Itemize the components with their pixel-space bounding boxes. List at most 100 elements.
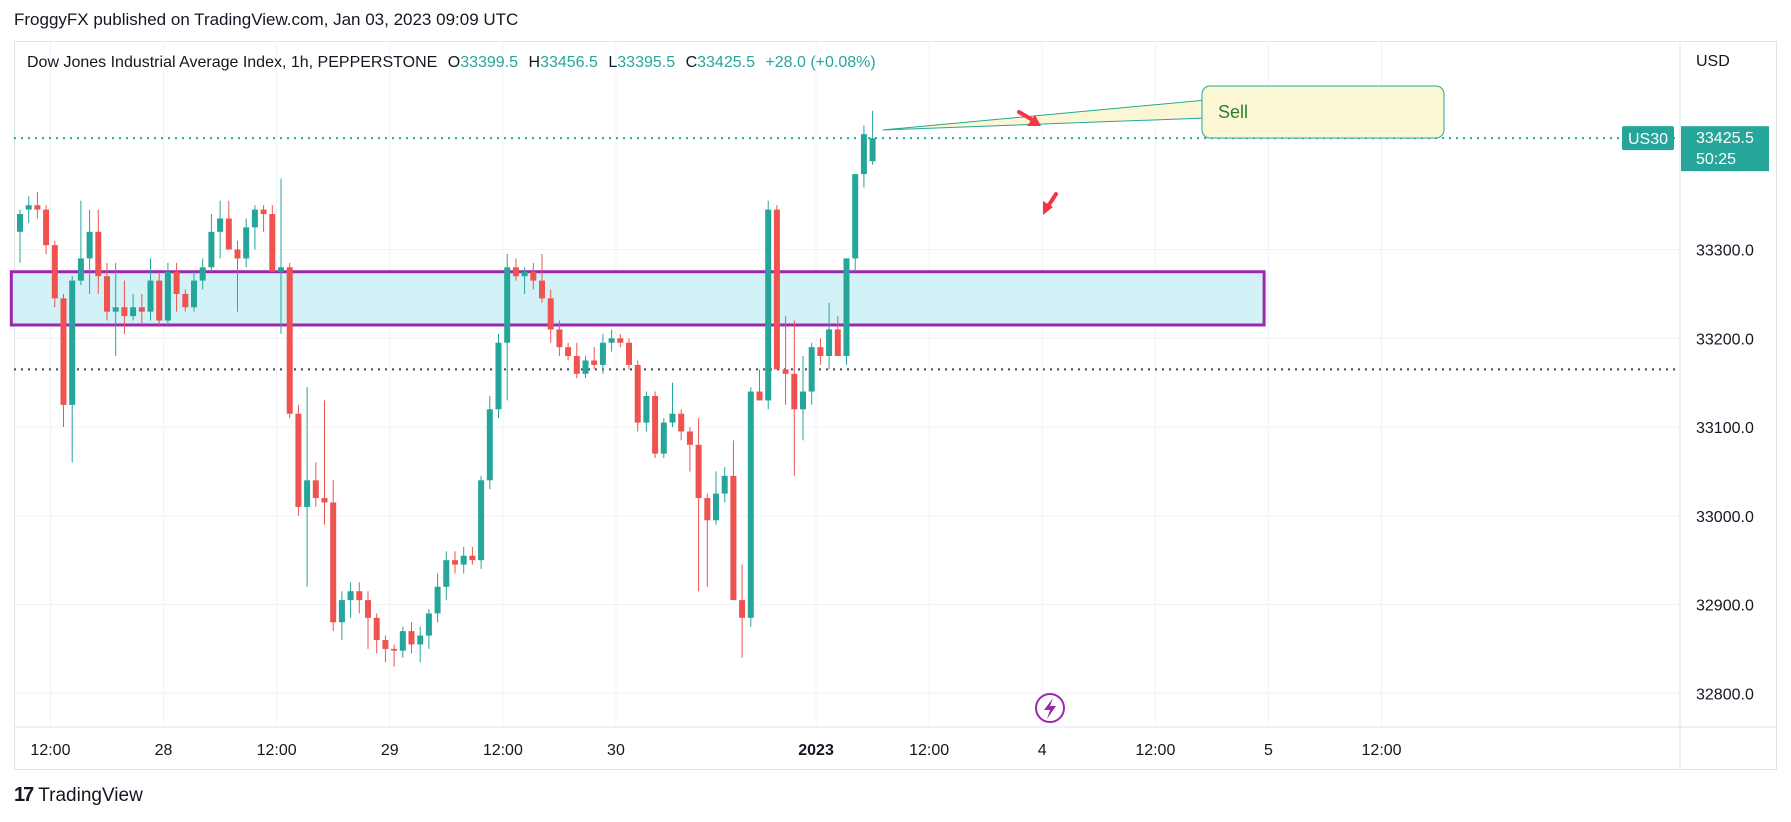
candle-body	[43, 209, 50, 246]
candle-body	[304, 480, 311, 507]
candle-body	[539, 280, 545, 299]
ohlc-legend: Dow Jones Industrial Average Index, 1h, …	[27, 54, 876, 72]
candle-body	[408, 631, 415, 645]
candle-body	[860, 134, 867, 175]
annotations[interactable]: Sell	[882, 85, 1445, 723]
x-tick-label: 12:00	[483, 742, 523, 759]
low-value: 33395.5	[617, 54, 676, 71]
candle-body	[791, 373, 798, 410]
last-price-text: 33425.5	[1696, 130, 1754, 147]
x-tick-label: 28	[155, 742, 173, 759]
candle-body	[347, 591, 354, 601]
sell-callout-text: Sell	[1218, 102, 1248, 122]
y-tick-label: 33300.0	[1696, 243, 1754, 260]
candle-body	[817, 347, 824, 357]
x-tick-label: 12:00	[1135, 742, 1175, 759]
candle-body	[34, 205, 41, 210]
candle-body	[739, 600, 746, 618]
candle-body	[434, 586, 441, 614]
last-price-tag[interactable]	[1681, 126, 1769, 172]
zone-rectangle[interactable]	[9, 270, 1266, 327]
x-tick-label: 12:00	[1362, 742, 1402, 759]
candle-body	[843, 258, 850, 357]
candle-body	[573, 356, 580, 374]
candle-body	[199, 267, 206, 281]
candle-body	[365, 600, 371, 618]
price-axis[interactable]: 32800.0 32900.0 33000.0 33100.0 33200.0 33300…	[1622, 53, 1769, 703]
sell-callout[interactable]	[1201, 85, 1445, 139]
candle-body	[565, 347, 572, 357]
candle-body	[826, 329, 833, 357]
candle-body	[478, 480, 485, 561]
candle-body	[104, 276, 110, 312]
candle-body	[686, 431, 693, 445]
candle-body	[356, 591, 363, 601]
candle-body	[652, 395, 659, 454]
candle-body	[730, 475, 737, 601]
x-tick-label: 12:00	[30, 742, 70, 759]
candle-body	[765, 209, 772, 401]
candle-body	[756, 391, 763, 401]
candle-body	[121, 307, 128, 317]
candle-body	[486, 409, 493, 481]
candle-body	[591, 360, 598, 365]
callout-joint	[1203, 99, 1211, 119]
candle-body	[278, 267, 284, 272]
candle-body	[634, 364, 641, 423]
candle-body	[191, 280, 197, 308]
candle-body	[617, 338, 624, 343]
candle-body	[704, 498, 711, 521]
candle-body	[608, 338, 615, 343]
callout-pointer	[882, 99, 1207, 131]
y-tick-label: 32800.0	[1696, 686, 1754, 703]
price-levels	[14, 137, 1680, 371]
x-tick-label: 29	[381, 742, 399, 759]
candles	[17, 110, 876, 667]
ticker-tag[interactable]	[1622, 126, 1674, 151]
ticker-tag-text: US30	[1628, 131, 1668, 148]
candle-body	[800, 391, 806, 410]
publisher-line: FroggyFX published on TradingView.com, J…	[14, 10, 519, 29]
candle-body	[556, 329, 563, 348]
support-resistance-zone[interactable]	[9, 270, 1266, 327]
chart-frame	[14, 41, 1777, 770]
high-value: 33456.5	[540, 54, 598, 71]
candle-body	[782, 369, 789, 374]
y-tick-label: 33000.0	[1696, 509, 1754, 526]
candle-body	[173, 271, 180, 294]
candle-body	[773, 209, 780, 370]
candle-body	[269, 214, 276, 272]
candle-body	[660, 422, 667, 454]
candle-body	[312, 480, 319, 499]
countdown-text: 50:25	[1696, 151, 1736, 168]
candle-body	[417, 635, 424, 645]
candle-body	[808, 347, 815, 392]
candle-body	[469, 555, 476, 561]
open-value: 33399.5	[460, 54, 519, 71]
candle-body	[530, 271, 537, 281]
candle-body	[251, 209, 258, 228]
candle-body	[330, 502, 337, 623]
candle-body	[713, 493, 719, 521]
change-value: +28.0 (+0.08%)	[765, 54, 876, 71]
candle-body	[156, 280, 163, 321]
candle-body	[86, 231, 93, 259]
high-label: H	[528, 54, 541, 71]
candle-body	[295, 413, 302, 507]
candle-body	[599, 342, 606, 365]
close-label: C	[685, 54, 698, 71]
candle-body	[452, 560, 458, 565]
time-axis[interactable]: 12:00 28 12:00 29 12:00 30 2023 12:00 4 12:00 5 12:…	[30, 742, 1401, 759]
candle-body	[182, 293, 189, 308]
candle-body	[260, 209, 267, 215]
candle-body	[338, 600, 345, 623]
x-tick-label: 4	[1038, 742, 1047, 759]
candle-body	[495, 342, 502, 410]
arrow-head-icon	[1027, 115, 1041, 126]
candle-body	[399, 631, 406, 651]
y-tick-label: 33100.0	[1696, 420, 1754, 437]
tradingview-logo[interactable]: 17 TradingView	[14, 784, 143, 807]
candle-body	[834, 329, 841, 357]
x-tick-label: 5	[1264, 742, 1273, 759]
